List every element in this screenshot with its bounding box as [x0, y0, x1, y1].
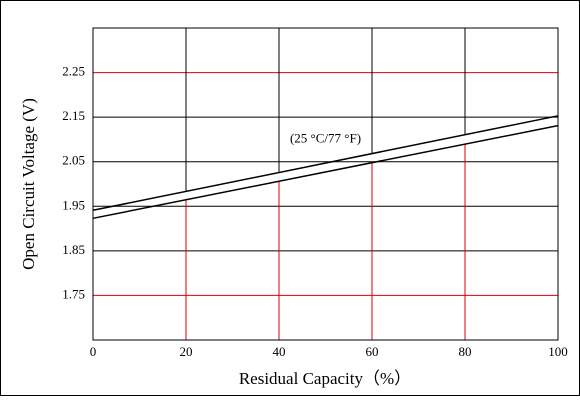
y-tick-label: 2.05: [62, 153, 85, 168]
annotation: (25 °C/77 °F): [290, 130, 361, 145]
plot-frame: [92, 27, 559, 341]
x-tick-label: 0: [90, 344, 97, 359]
y-tick-label: 1.75: [62, 286, 85, 301]
y-axis-title: Open Circuit Voltage (V): [19, 98, 38, 270]
y-tick-label: 1.95: [62, 197, 85, 212]
x-tick-label: 80: [459, 344, 472, 359]
x-tick-label: 20: [180, 344, 193, 359]
data-line: [92, 115, 559, 212]
x-tick-label: 40: [273, 344, 286, 359]
y-tick-label: 2.25: [62, 64, 85, 79]
x-axis-title: Residual Capacity（%）: [239, 369, 411, 388]
x-tick-label: 100: [548, 344, 568, 359]
data-line: [92, 124, 559, 220]
x-tick-label: 60: [366, 344, 379, 359]
y-tick-label: 2.15: [62, 108, 85, 123]
y-tick-label: 1.85: [62, 242, 85, 257]
